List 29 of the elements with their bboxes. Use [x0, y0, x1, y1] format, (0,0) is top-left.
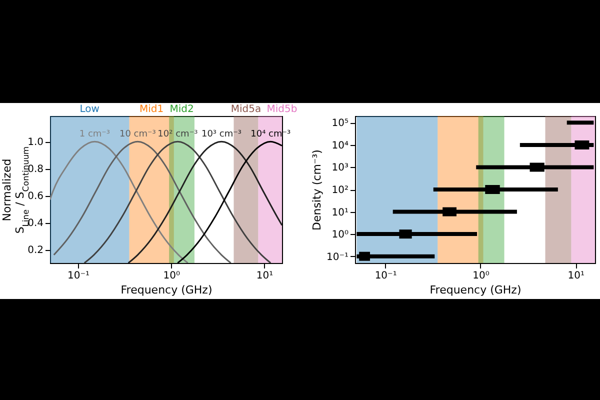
- x-axis-title: Frequency (GHz): [120, 284, 212, 296]
- band-label: Mid5b: [266, 104, 298, 115]
- x-axis-title: Frequency (GHz): [430, 284, 522, 296]
- band-label: Mid5a: [230, 104, 262, 115]
- y-tick-label: 0.2: [28, 245, 44, 256]
- y-axis-title: Density (cm⁻³): [310, 150, 324, 230]
- y-tick-label: 0.4: [28, 218, 44, 230]
- x-tick-label: 10⁰: [472, 270, 490, 282]
- band-label: Mid1: [140, 104, 164, 115]
- y-tick-label: 10⁻¹: [326, 252, 348, 263]
- y-tick-label: 0.6: [28, 191, 44, 202]
- y-tick-label: 10²: [332, 185, 348, 196]
- y-tick-label: 0.8: [28, 164, 44, 176]
- x-tick-label: 10¹: [568, 270, 584, 282]
- x-tick-label: 10⁻¹: [68, 270, 90, 282]
- y-tick-label: 10¹: [332, 207, 348, 218]
- y-tick-label: 1.0: [28, 137, 44, 148]
- y-tick-label: 10⁵: [332, 118, 348, 130]
- y-tick-label: 10⁰: [332, 230, 348, 241]
- x-tick-label: 10¹: [256, 270, 274, 282]
- x-tick-label: 10⁻¹: [374, 270, 397, 282]
- y-tick-label: 10⁴: [332, 140, 348, 152]
- band-label: Mid2: [170, 104, 194, 115]
- y-tick-label: 10³: [332, 162, 348, 174]
- x-tick-label: 10⁰: [163, 270, 180, 282]
- band-label: Low: [80, 104, 100, 115]
- series-label: 10² cm⁻³: [158, 130, 198, 140]
- series-label: 10³ cm⁻³: [201, 130, 242, 140]
- series-label: 1 cm⁻³: [79, 130, 110, 140]
